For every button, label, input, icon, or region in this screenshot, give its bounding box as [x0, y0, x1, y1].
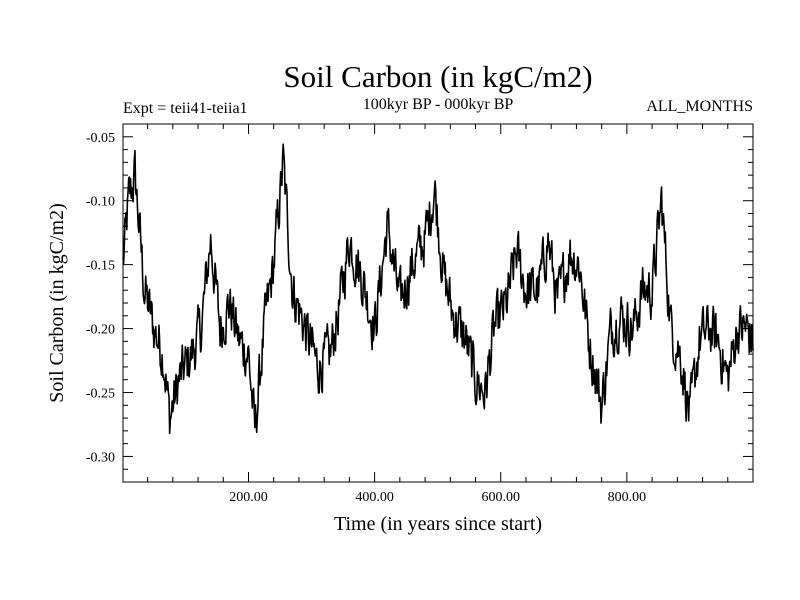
x-tick-label: 400.00 — [355, 490, 394, 505]
y-tick-label: -0.30 — [86, 450, 115, 465]
series-line — [122, 143, 754, 435]
chart-title: Soil Carbon (in kgC/m2) — [283, 59, 592, 94]
y-tick-label: -0.15 — [86, 259, 115, 274]
axis-ticks — [123, 124, 753, 482]
axis-tick-labels: 200.00 400.00 600.00 800.00 -0.30 -0.25 -0.20 -… — [86, 131, 646, 505]
y-tick-label: -0.10 — [86, 195, 115, 210]
y-tick-label: -0.05 — [86, 131, 115, 146]
plot-frame — [122, 123, 754, 483]
chart-subtitle: 100kyr BP - 000kyr BP — [363, 96, 514, 113]
x-tick-label: 200.00 — [229, 490, 268, 505]
x-axis-label: Time (in years since start) — [334, 513, 542, 535]
months-label: ALL_MONTHS — [646, 98, 753, 115]
experiment-label: Expt = teii41-teiia1 — [123, 100, 248, 117]
y-tick-label: -0.20 — [86, 323, 115, 338]
y-axis-label: Soil Carbon (in kgC/m2) — [46, 203, 68, 402]
y-tick-label: -0.25 — [86, 387, 115, 402]
x-tick-label: 800.00 — [608, 490, 647, 505]
x-tick-label: 600.00 — [481, 490, 520, 505]
